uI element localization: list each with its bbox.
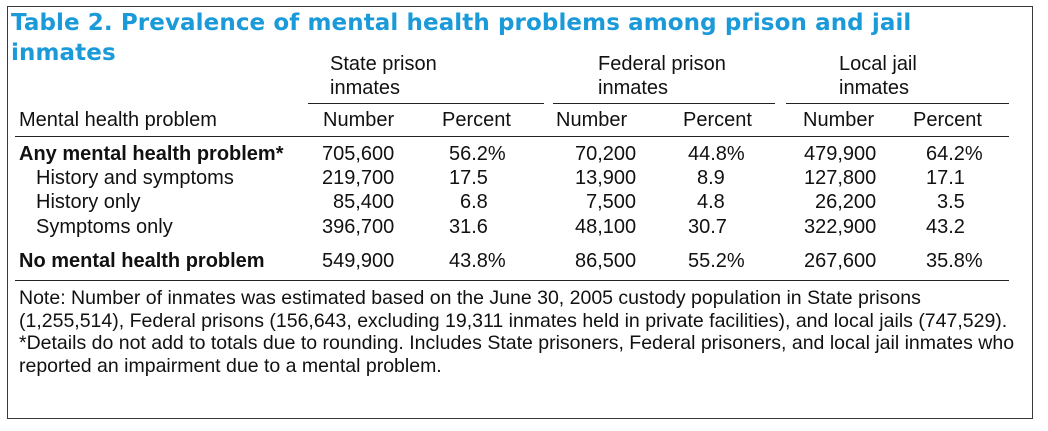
cell-history-and-symptoms-state-number: 219,700 [322, 167, 395, 189]
header-rule [15, 136, 1009, 137]
column-header-local-percent: Percent [913, 109, 982, 131]
cell-history-only-local-number: 26,200 [815, 191, 877, 213]
cell-none-state-percent: 43.8% [449, 250, 506, 272]
federal-group-rule [553, 103, 775, 104]
cell-history-and-symptoms-federal-number: 13,900 [575, 167, 637, 189]
row-label-any: Any mental health problem* [19, 143, 284, 165]
column-header-state-number: Number [323, 109, 395, 131]
cell-history-only-state-number: 85,400 [333, 191, 395, 213]
cell-any-state-number: 705,600 [322, 143, 395, 165]
row-label-history-and-symptoms: History and symptoms [36, 167, 234, 189]
local-group-header-line1: Local jail [839, 53, 917, 75]
cell-any-federal-percent: 44.8% [688, 143, 745, 165]
row-label-history-only: History only [36, 191, 141, 213]
federal-group-header-line2: inmates [598, 77, 669, 99]
cell-history-and-symptoms-local-percent: 17.1 [926, 167, 965, 189]
column-header-label: Mental health problem [19, 109, 217, 131]
cell-symptoms-only-state-percent: 31.6 [449, 216, 488, 238]
state-group-header-line1: State prison [330, 53, 437, 75]
federal-group-header-line1: Federal prison [598, 53, 726, 75]
cell-none-local-percent: 35.8% [926, 250, 983, 272]
row-label-symptoms-only: Symptoms only [36, 216, 173, 238]
cell-any-federal-number: 70,200 [575, 143, 637, 165]
cell-history-and-symptoms-local-number: 127,800 [804, 167, 877, 189]
state-group-header-line2: inmates [330, 77, 401, 99]
cell-symptoms-only-local-percent: 43.2 [926, 216, 965, 238]
cell-none-federal-number: 86,500 [575, 250, 637, 272]
cell-none-local-number: 267,600 [804, 250, 877, 272]
cell-symptoms-only-state-number: 396,700 [322, 216, 395, 238]
cell-none-state-number: 549,900 [322, 250, 395, 272]
local-group-header-line2: inmates [839, 77, 910, 99]
table-frame [7, 6, 1033, 419]
cell-history-only-federal-number: 7,500 [586, 191, 637, 213]
cell-symptoms-only-local-number: 322,900 [804, 216, 877, 238]
cell-history-and-symptoms-state-percent: 17.5 [449, 167, 488, 189]
row-label-none: No mental health problem [19, 250, 265, 272]
column-header-federal-number: Number [556, 109, 628, 131]
cell-symptoms-only-federal-number: 48,100 [575, 216, 637, 238]
cell-none-federal-percent: 55.2% [688, 250, 745, 272]
cell-history-only-local-percent: 3.5 [937, 191, 965, 213]
column-header-federal-percent: Percent [683, 109, 752, 131]
table-title: Table 2. Prevalence of mental health pro… [11, 10, 912, 66]
cell-any-local-percent: 64.2% [926, 143, 983, 165]
cell-history-and-symptoms-federal-percent: 8.9 [697, 167, 725, 189]
state-group-rule [308, 103, 544, 104]
table-notes: Note: Number of inmates was estimated ba… [19, 287, 1024, 377]
cell-any-state-percent: 56.2% [449, 143, 506, 165]
column-header-state-percent: Percent [442, 109, 511, 131]
footer-rule [15, 280, 1009, 281]
local-group-rule [786, 103, 1009, 104]
cell-symptoms-only-federal-percent: 30.7 [688, 216, 727, 238]
note-population: Note: Number of inmates was estimated ba… [19, 287, 1008, 332]
cell-any-local-number: 479,900 [804, 143, 877, 165]
cell-history-only-federal-percent: 4.8 [697, 191, 725, 213]
note-footnote: *Details do not add to totals due to rou… [19, 332, 1015, 377]
column-header-local-number: Number [803, 109, 875, 131]
cell-history-only-state-percent: 6.8 [460, 191, 488, 213]
